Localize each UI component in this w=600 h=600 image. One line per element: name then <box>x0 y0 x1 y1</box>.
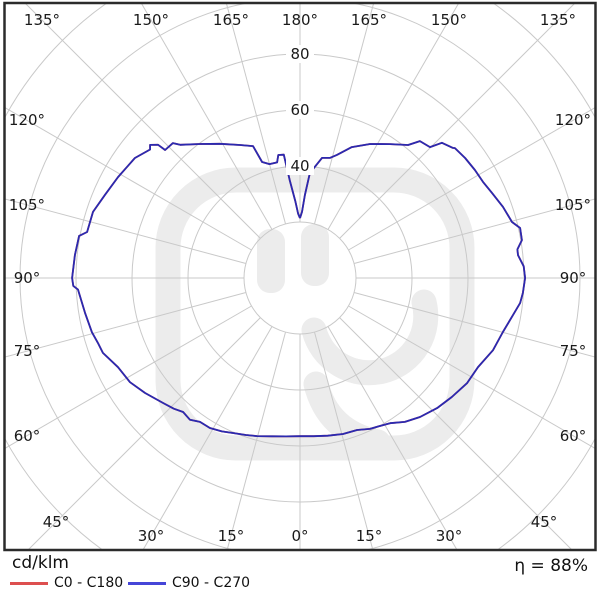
angle-label: 150° <box>133 11 169 29</box>
angle-label: 120° <box>555 111 591 129</box>
grid-spoke <box>348 305 595 449</box>
curve-layer <box>71 140 526 438</box>
angle-label: 0° <box>291 527 308 545</box>
grid-spoke <box>327 326 458 549</box>
angle-label: 135° <box>540 11 576 29</box>
grid-spoke <box>353 292 595 358</box>
angle-label: 150° <box>431 11 467 29</box>
angle-label: 90° <box>14 269 41 287</box>
chart-frame <box>3 1 597 552</box>
angle-label: 165° <box>351 11 387 29</box>
legend-swatch-c0-c180 <box>10 582 48 585</box>
polar-chart: 40 60 80 0° 15° 30° 45° 60° 75° 90° 105° 120° 135° 15… <box>3 1 597 552</box>
watermark-logo <box>155 167 475 461</box>
grid-spoke <box>353 198 595 264</box>
grid-spoke <box>348 107 595 251</box>
grid-spoke <box>314 4 374 225</box>
grid-spoke <box>28 317 261 549</box>
watermark-bar <box>257 229 285 293</box>
grid-spoke <box>339 317 572 549</box>
angle-label: 75° <box>560 342 587 360</box>
angle-label: 90° <box>560 269 587 287</box>
angle-label: 30° <box>436 527 463 545</box>
angle-label: 105° <box>555 196 591 214</box>
grid-spoke <box>5 107 252 251</box>
legend-row: C0 - C180 C90 - C270 <box>0 574 600 594</box>
angle-label: 120° <box>9 111 45 129</box>
watermark-tail <box>303 371 391 455</box>
angle-label: 135° <box>24 11 60 29</box>
angle-label: 105° <box>9 196 45 214</box>
angle-label: 60° <box>560 427 587 445</box>
grid-spoke <box>142 326 273 549</box>
ring-label: 80 <box>290 45 309 63</box>
angle-label: 45° <box>43 513 70 531</box>
angle-labels: 0° 15° 30° 45° 60° 75° 90° 105° 120° 135° 150° 165°… <box>9 11 591 545</box>
ring-label: 40 <box>290 157 309 175</box>
angle-label: 60° <box>14 427 41 445</box>
grid-spoke <box>226 4 286 225</box>
grid-spoke <box>5 292 247 358</box>
angle-label: 15° <box>218 527 245 545</box>
polar-grid <box>5 4 595 549</box>
legend-unit-label: cd/klm <box>12 553 69 573</box>
angle-label: 180° <box>282 11 318 29</box>
legend-swatch-c90-c270 <box>128 582 166 585</box>
watermark-bar <box>301 224 329 286</box>
legend-label-c90-c270: C90 - C270 <box>172 575 251 591</box>
grid-spoke <box>314 331 374 549</box>
grid-spoke <box>25 4 261 239</box>
ring-labels: 40 60 80 <box>286 45 314 175</box>
grid-spoke <box>5 198 247 264</box>
grid-spoke <box>339 4 575 239</box>
efficiency-label: η = 88% <box>514 556 588 576</box>
grid-spoke <box>327 4 459 230</box>
angle-label: 165° <box>213 11 249 29</box>
grid-spoke <box>5 305 252 449</box>
legend-label-c0-c180: C0 - C180 <box>54 575 124 591</box>
ring-label: 60 <box>290 101 309 119</box>
curve-c90-c270 <box>71 140 526 438</box>
angle-label: 45° <box>531 513 558 531</box>
angle-label: 75° <box>14 342 41 360</box>
grid-spoke <box>141 4 273 230</box>
watermark-hook <box>301 289 439 386</box>
angle-label: 15° <box>356 527 383 545</box>
angle-label: 30° <box>138 527 165 545</box>
